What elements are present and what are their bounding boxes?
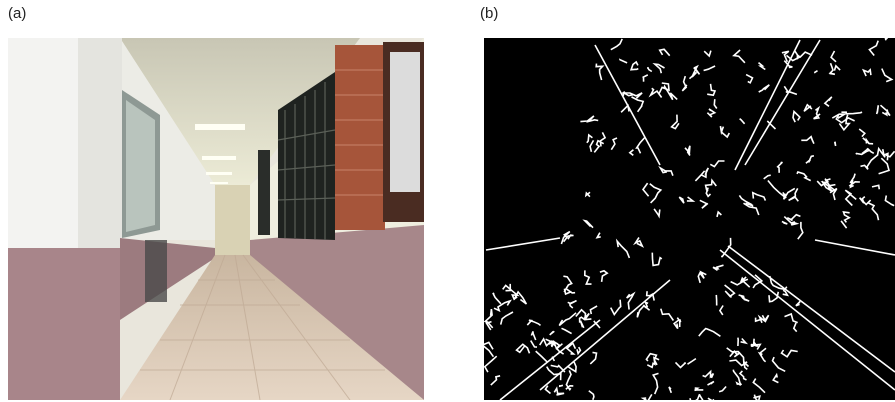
corridor-photo [8,38,424,400]
edge-map [482,34,895,402]
page: (a) (b) [0,0,895,402]
figure: (a) (b) [0,0,895,402]
edge-stroke [835,142,836,146]
panel-label: (b) [480,5,498,22]
edge-stroke [560,385,563,386]
panel-label: (a) [8,5,26,22]
edge-stroke [885,34,888,41]
